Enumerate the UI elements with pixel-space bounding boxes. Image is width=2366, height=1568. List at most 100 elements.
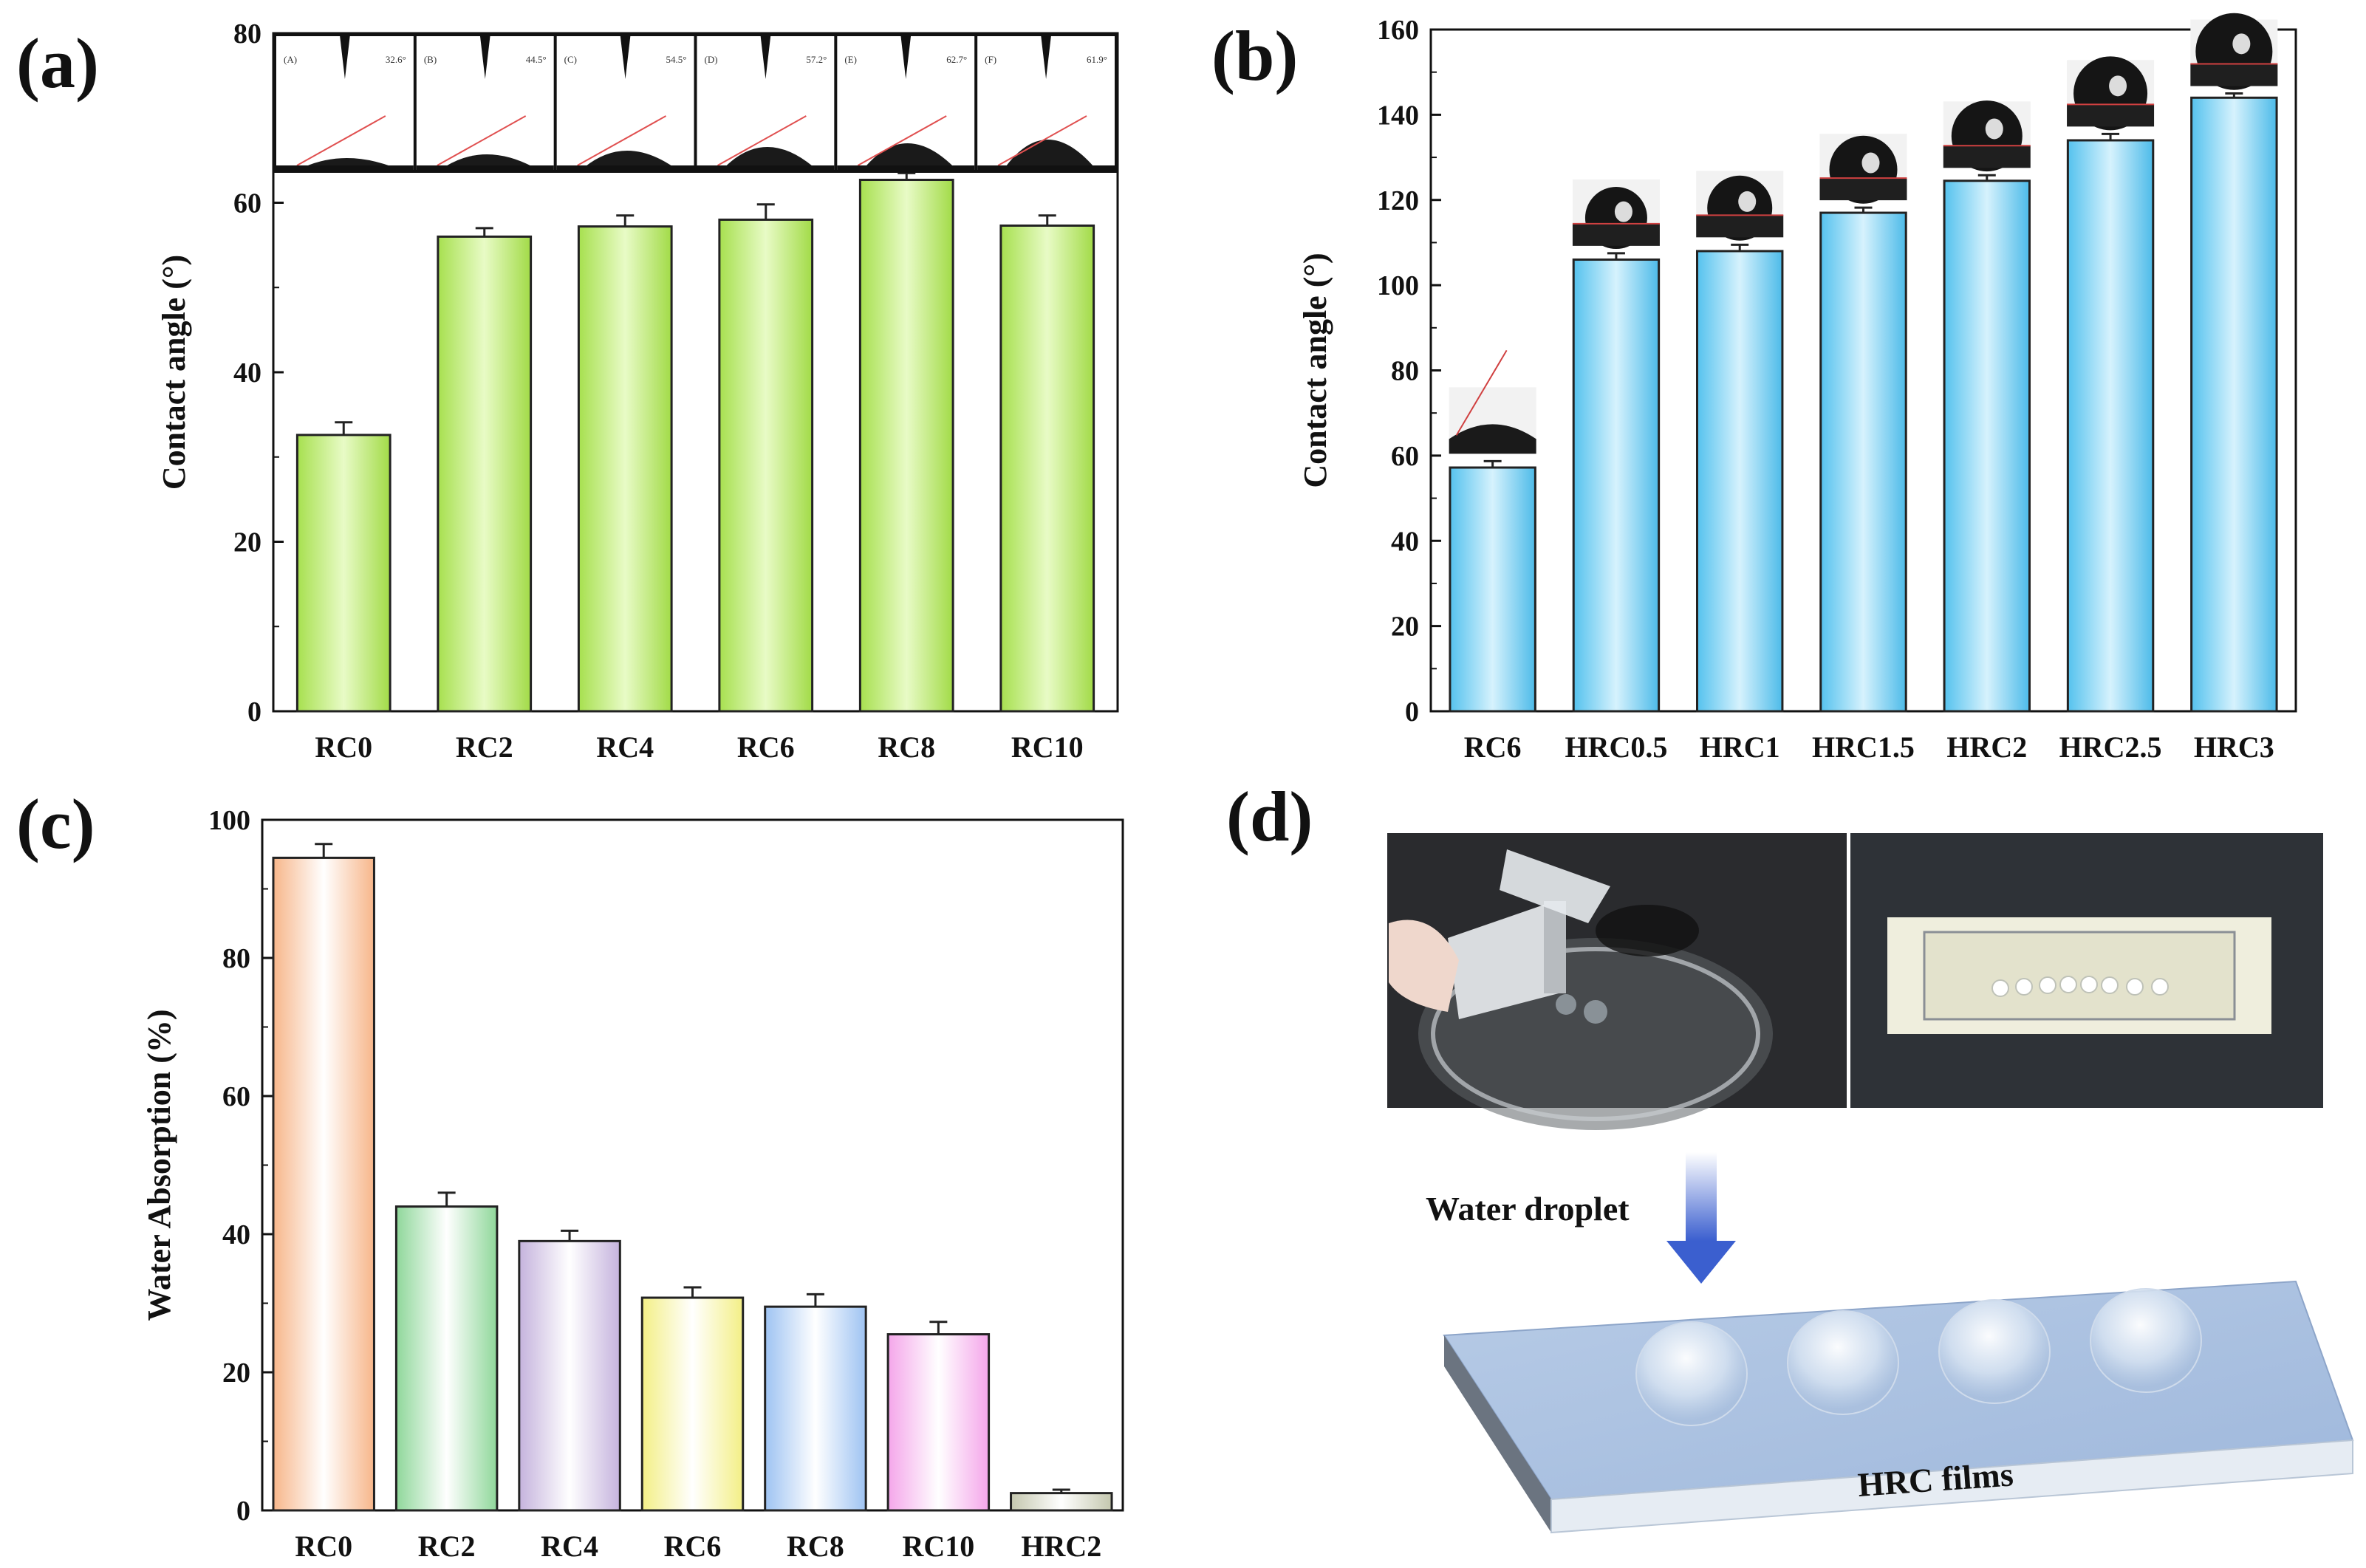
photo-label: (D) <box>705 54 718 65</box>
x-category-label: RC8 <box>878 730 935 764</box>
bar <box>999 224 1095 713</box>
photo-angle: 62.7° <box>946 54 967 65</box>
y-tick-label: 20 <box>233 527 261 558</box>
chart-c-water-absorption: 0 20 40 60 80 100 Water Absorption (%) RC0 RC2 RC… <box>141 805 1124 1563</box>
needle-icon <box>479 35 490 79</box>
water-droplet-label: Water droplet <box>1426 1190 1630 1228</box>
photo-base <box>1696 215 1784 238</box>
panel-label-c: (c) <box>16 784 95 863</box>
tangent-line <box>857 115 947 166</box>
photo-base <box>1943 145 2031 168</box>
y-tick-label: 0 <box>236 1496 250 1527</box>
needle-icon <box>339 35 350 79</box>
bar <box>1696 250 1784 713</box>
x-category-label: RC10 <box>1011 730 1084 764</box>
photo-label: (F) <box>985 54 996 65</box>
y-tick-label: 120 <box>1377 185 1419 216</box>
contact-angle-photo-strip: (A) 32.6° (B) 44.5° (C) 54.5° (D) 57.2° (E) 62.7°… <box>273 33 1118 173</box>
bar <box>1819 211 1907 713</box>
panel-label-b: (b) <box>1211 16 1298 95</box>
droplet-icon <box>1449 424 1536 454</box>
photo-angle: 57.2° <box>806 54 827 65</box>
y-tick-label: 40 <box>1391 526 1419 557</box>
photo-label: (E) <box>844 54 857 65</box>
x-category-label: RC0 <box>315 730 372 764</box>
photo-right-droplets-on-film <box>1850 833 2323 1108</box>
y-tick-label: 60 <box>233 188 261 219</box>
baseline <box>276 165 414 170</box>
tangent-line <box>577 115 666 166</box>
x-category-label: HRC2 <box>1946 730 2027 764</box>
needle-icon <box>900 35 912 79</box>
hrc-film-illustration: HRC films <box>1443 1280 2354 1534</box>
droplet-icon <box>1005 140 1094 167</box>
y-tick-label: 80 <box>1391 356 1419 387</box>
baseline <box>697 165 835 170</box>
y-axis-label: Water Absorption (%) <box>141 1009 177 1321</box>
y-tick-label: 100 <box>208 805 250 836</box>
y-tick-label: 100 <box>1377 270 1419 301</box>
y-tick-label: 20 <box>1391 612 1419 643</box>
tangent-line <box>296 115 386 166</box>
x-category-label: RC8 <box>787 1530 844 1563</box>
bar <box>437 235 533 713</box>
panel-label-a: (a) <box>16 24 99 103</box>
bar <box>272 856 375 1512</box>
x-category-label: RC4 <box>541 1530 598 1563</box>
panel-label-d: (d) <box>1226 777 1313 856</box>
y-tick-label: 160 <box>1377 15 1419 46</box>
baseline <box>556 165 694 170</box>
x-category-label: HRC1 <box>1700 730 1780 764</box>
y-tick-label: 40 <box>233 357 261 388</box>
chart-b-contact-angle: 0 20 40 60 80 100 120 140 160 Contact angle (°) RC… <box>1297 13 2297 764</box>
bar <box>518 1239 621 1512</box>
y-tick-label: 60 <box>1391 441 1419 472</box>
y-tick-label: 20 <box>222 1358 250 1389</box>
baseline <box>837 165 975 170</box>
tangent-line <box>1455 349 1508 436</box>
photo-base <box>1819 178 1907 201</box>
photo-label: (B) <box>424 54 437 65</box>
bar <box>1943 179 2031 713</box>
photo-label: (A) <box>284 54 297 65</box>
x-category-label: HRC2.5 <box>2059 730 2162 764</box>
x-category-label: RC2 <box>456 730 513 764</box>
droplet-icon <box>725 147 814 167</box>
bar <box>1572 259 1661 713</box>
bar <box>858 179 954 713</box>
photo-base <box>2190 64 2278 86</box>
bar <box>577 225 673 713</box>
baseline <box>416 165 554 170</box>
x-category-label: RC6 <box>1464 730 1522 764</box>
arrow-shaft <box>1686 1152 1717 1241</box>
droplet-highlight <box>1861 152 1880 174</box>
bar <box>1449 466 1536 713</box>
x-category-label: HRC0.5 <box>1565 730 1667 764</box>
tangent-line <box>717 115 807 166</box>
droplet-icons <box>1635 1288 2202 1426</box>
arrow-head-icon <box>1666 1241 1736 1284</box>
droplet-icon <box>304 158 393 167</box>
bar <box>640 1296 745 1512</box>
photo-angle: 44.5° <box>526 54 547 65</box>
x-category-label: RC2 <box>418 1530 476 1563</box>
x-category-label: RC6 <box>737 730 795 764</box>
needle-icon <box>760 35 771 79</box>
y-tick-label: 0 <box>1405 696 1419 727</box>
bar <box>295 434 392 713</box>
needle-icon <box>1041 35 1052 79</box>
photo-base <box>1572 223 1660 246</box>
droplet-highlight <box>1738 191 1757 212</box>
bar <box>886 1333 991 1512</box>
x-category-label: RC0 <box>295 1530 352 1563</box>
droplet-highlight <box>2232 33 2251 55</box>
droplet-highlight <box>1985 118 2003 140</box>
x-category-label: RC10 <box>902 1530 974 1563</box>
y-tick-label: 40 <box>222 1219 250 1250</box>
bar <box>2066 139 2155 713</box>
x-category-label: HRC2 <box>1021 1530 1101 1563</box>
x-category-label: HRC1.5 <box>1812 730 1915 764</box>
bar <box>2190 96 2278 713</box>
needle-icon <box>620 35 631 79</box>
